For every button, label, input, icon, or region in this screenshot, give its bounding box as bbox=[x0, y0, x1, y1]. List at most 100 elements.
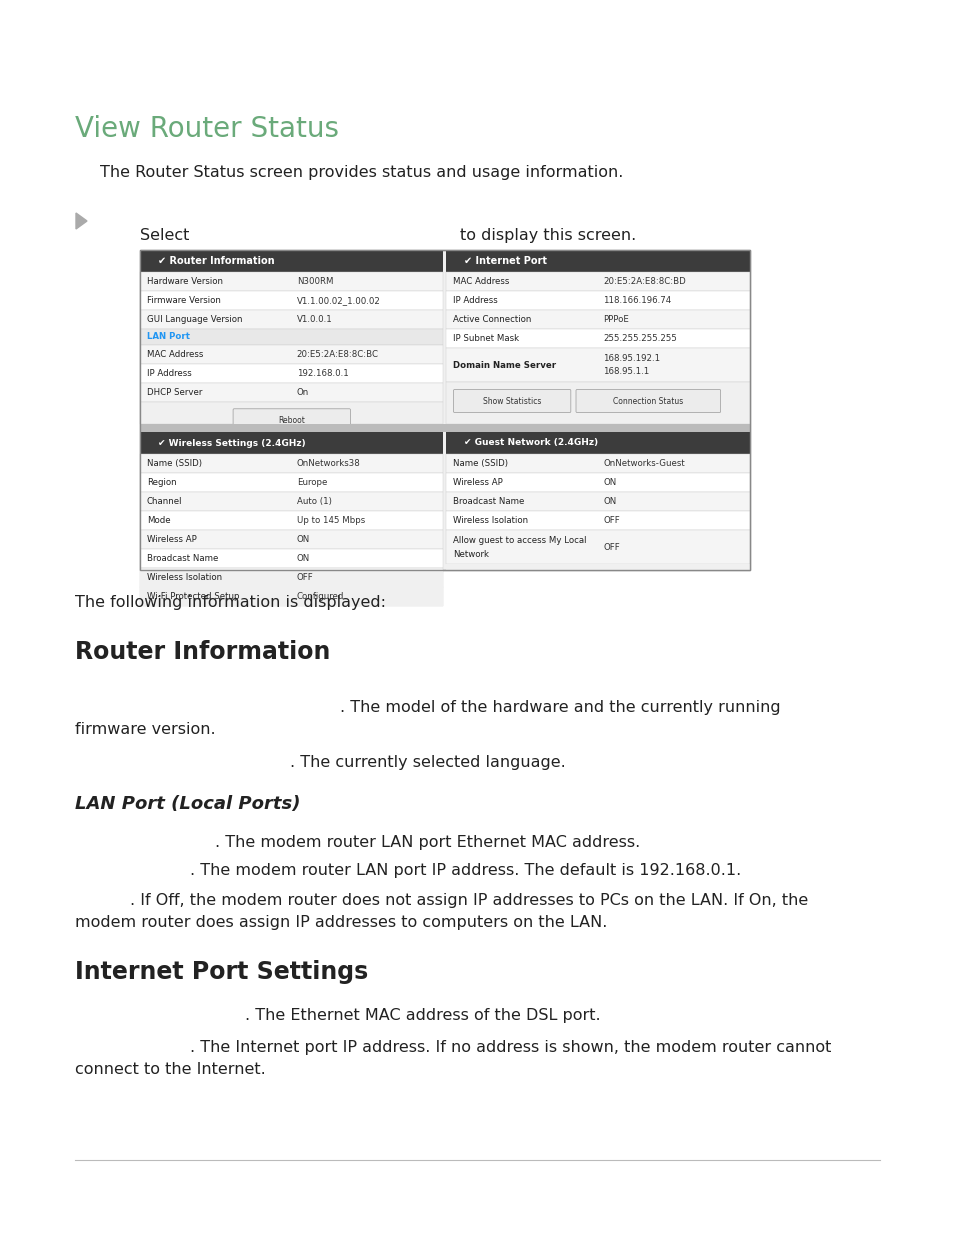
Text: . The modem router LAN port Ethernet MAC address.: . The modem router LAN port Ethernet MAC… bbox=[214, 835, 639, 850]
Bar bbox=[140, 492, 443, 511]
Text: The following information is displayed:: The following information is displayed: bbox=[75, 595, 386, 610]
Bar bbox=[140, 364, 443, 383]
Text: Domain Name Server: Domain Name Server bbox=[453, 361, 556, 369]
Text: Router Information: Router Information bbox=[75, 640, 330, 664]
Text: 20:E5:2A:E8:8C:BC: 20:E5:2A:E8:8C:BC bbox=[296, 351, 378, 359]
Text: Configured: Configured bbox=[296, 592, 344, 601]
Text: to display this screen.: to display this screen. bbox=[459, 228, 636, 243]
Text: Network: Network bbox=[453, 550, 489, 559]
Text: PPPoE: PPPoE bbox=[602, 315, 628, 324]
Text: Auto (1): Auto (1) bbox=[296, 496, 332, 506]
Text: IP Subnet Mask: IP Subnet Mask bbox=[453, 333, 519, 343]
Text: Select: Select bbox=[140, 228, 190, 243]
Bar bbox=[446, 249, 749, 272]
Polygon shape bbox=[76, 212, 87, 228]
Text: 168.95.1.1: 168.95.1.1 bbox=[602, 368, 649, 377]
Text: OnNetworks38: OnNetworks38 bbox=[296, 459, 360, 468]
Text: Name (SSID): Name (SSID) bbox=[453, 459, 508, 468]
Text: Connection Status: Connection Status bbox=[613, 396, 682, 405]
Text: Broadcast Name: Broadcast Name bbox=[147, 555, 218, 563]
Bar bbox=[446, 473, 749, 492]
Text: V1.1.00.02_1.00.02: V1.1.00.02_1.00.02 bbox=[296, 296, 380, 305]
Text: ✔ Wireless Settings (2.4GHz): ✔ Wireless Settings (2.4GHz) bbox=[158, 438, 305, 447]
Text: . If Off, the modem router does not assign IP addresses to PCs on the LAN. If On: . If Off, the modem router does not assi… bbox=[130, 893, 807, 908]
Text: ON: ON bbox=[296, 555, 310, 563]
Text: 255.255.255.255: 255.255.255.255 bbox=[602, 333, 677, 343]
Text: Firmware Version: Firmware Version bbox=[147, 296, 221, 305]
Bar bbox=[446, 310, 749, 329]
Text: Hardware Version: Hardware Version bbox=[147, 277, 223, 287]
Bar bbox=[140, 587, 443, 606]
Text: IP Address: IP Address bbox=[453, 296, 497, 305]
Text: LAN Port: LAN Port bbox=[147, 332, 190, 342]
Text: Wireless AP: Wireless AP bbox=[453, 478, 503, 487]
Bar bbox=[140, 249, 443, 272]
Text: 192.168.0.1: 192.168.0.1 bbox=[296, 369, 348, 378]
FancyBboxPatch shape bbox=[453, 389, 570, 412]
Text: DHCP Server: DHCP Server bbox=[147, 388, 202, 398]
Bar bbox=[140, 383, 443, 403]
Text: ✔ Router Information: ✔ Router Information bbox=[158, 256, 274, 266]
Bar bbox=[140, 345, 443, 364]
Text: ✔ Guest Network (2.4GHz): ✔ Guest Network (2.4GHz) bbox=[464, 438, 598, 447]
Bar bbox=[446, 348, 749, 382]
Bar bbox=[446, 272, 749, 291]
Bar bbox=[446, 530, 749, 564]
Text: The Router Status screen provides status and usage information.: The Router Status screen provides status… bbox=[100, 165, 622, 180]
Bar bbox=[140, 249, 749, 571]
Text: ON: ON bbox=[602, 478, 616, 487]
Text: connect to the Internet.: connect to the Internet. bbox=[75, 1062, 266, 1077]
Text: OFF: OFF bbox=[296, 573, 314, 582]
Text: Mode: Mode bbox=[147, 516, 171, 525]
Text: ON: ON bbox=[296, 535, 310, 543]
Bar bbox=[446, 564, 749, 571]
FancyBboxPatch shape bbox=[576, 389, 720, 412]
Text: firmware version.: firmware version. bbox=[75, 722, 215, 737]
Text: Wireless Isolation: Wireless Isolation bbox=[147, 573, 222, 582]
Text: ✔ Internet Port: ✔ Internet Port bbox=[464, 256, 547, 266]
Text: . The Ethernet MAC address of the DSL port.: . The Ethernet MAC address of the DSL po… bbox=[245, 1008, 600, 1023]
Bar bbox=[140, 403, 443, 424]
Text: Wireless Isolation: Wireless Isolation bbox=[453, 516, 528, 525]
Text: Up to 145 Mbps: Up to 145 Mbps bbox=[296, 516, 365, 525]
Text: MAC Address: MAC Address bbox=[453, 277, 509, 287]
Text: Broadcast Name: Broadcast Name bbox=[453, 496, 524, 506]
Text: ON: ON bbox=[602, 496, 616, 506]
Text: GUI Language Version: GUI Language Version bbox=[147, 315, 242, 324]
Bar bbox=[140, 432, 443, 454]
Text: Region: Region bbox=[147, 478, 176, 487]
Text: Name (SSID): Name (SSID) bbox=[147, 459, 202, 468]
Text: Reboot: Reboot bbox=[278, 416, 305, 425]
Bar bbox=[446, 492, 749, 511]
Bar bbox=[446, 382, 749, 424]
Text: 168.95.192.1: 168.95.192.1 bbox=[602, 353, 659, 363]
Bar bbox=[446, 511, 749, 530]
Text: 20:E5:2A:E8:8C:BD: 20:E5:2A:E8:8C:BD bbox=[602, 277, 685, 287]
Bar bbox=[140, 530, 443, 550]
Text: Active Connection: Active Connection bbox=[453, 315, 532, 324]
Bar bbox=[446, 329, 749, 348]
FancyBboxPatch shape bbox=[233, 409, 350, 432]
Text: Wireless AP: Wireless AP bbox=[147, 535, 196, 543]
Text: OFF: OFF bbox=[602, 542, 619, 552]
Bar bbox=[140, 249, 749, 571]
Bar bbox=[140, 329, 443, 345]
Text: . The Internet port IP address. If no address is shown, the modem router cannot: . The Internet port IP address. If no ad… bbox=[190, 1040, 830, 1055]
Text: MAC Address: MAC Address bbox=[147, 351, 203, 359]
Text: Internet Port Settings: Internet Port Settings bbox=[75, 960, 368, 984]
Text: 118.166.196.74: 118.166.196.74 bbox=[602, 296, 671, 305]
Bar bbox=[140, 272, 443, 291]
Bar bbox=[140, 568, 443, 587]
Text: On: On bbox=[296, 388, 309, 398]
Text: . The currently selected language.: . The currently selected language. bbox=[290, 755, 565, 769]
Text: . The modem router LAN port IP address. The default is 192.168.0.1.: . The modem router LAN port IP address. … bbox=[190, 863, 740, 878]
Text: Wi-Fi Protected Setup: Wi-Fi Protected Setup bbox=[147, 592, 239, 601]
Text: V1.0.0.1: V1.0.0.1 bbox=[296, 315, 333, 324]
Bar bbox=[140, 424, 749, 432]
Bar bbox=[140, 550, 443, 568]
Bar bbox=[140, 473, 443, 492]
Text: . The model of the hardware and the currently running: . The model of the hardware and the curr… bbox=[339, 700, 780, 715]
Bar bbox=[140, 291, 443, 310]
Text: OFF: OFF bbox=[602, 516, 619, 525]
Text: N300RM: N300RM bbox=[296, 277, 333, 287]
